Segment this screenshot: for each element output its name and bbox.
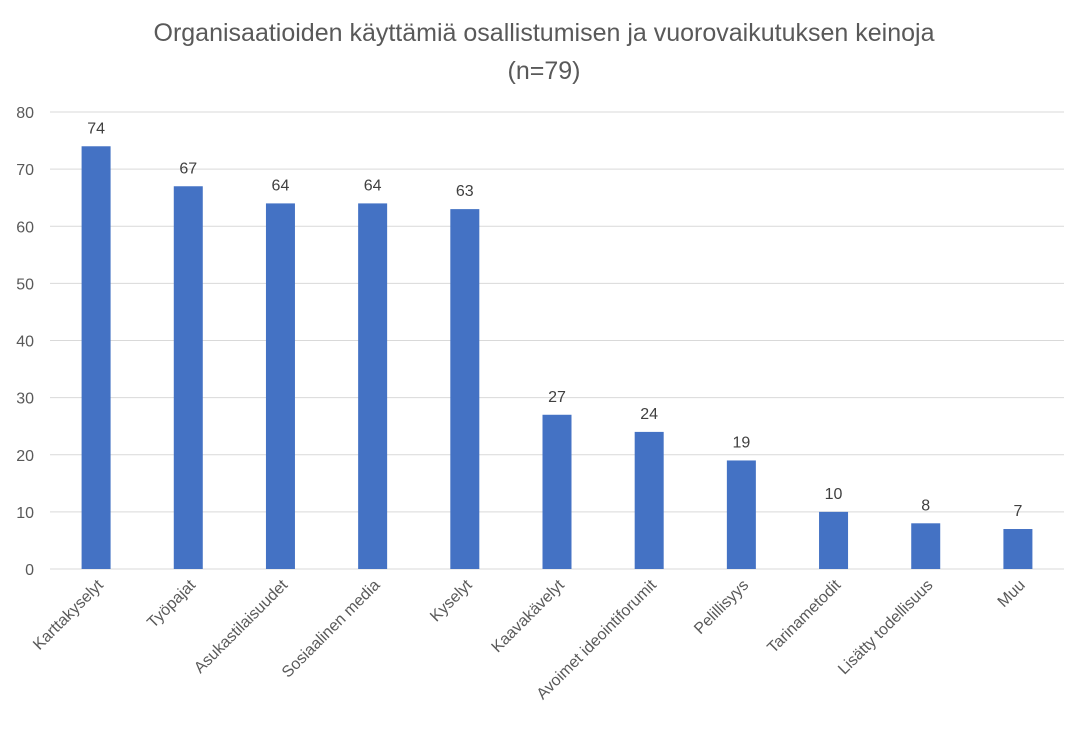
- bar: [819, 511, 849, 569]
- y-tick-label: 80: [16, 105, 34, 122]
- data-labels: 74 67 64 64 63 27 24 19 10 8 7: [87, 120, 1022, 520]
- y-tick-label: 70: [16, 162, 34, 179]
- y-tick-label: 0: [25, 562, 34, 579]
- bar: [173, 186, 203, 569]
- data-label: 24: [640, 406, 658, 423]
- data-label: 74: [87, 120, 105, 137]
- data-label: 10: [825, 486, 843, 503]
- bar: [1003, 529, 1033, 569]
- y-tick-label: 10: [16, 505, 34, 522]
- data-label: 63: [456, 183, 474, 200]
- bar: [81, 146, 111, 569]
- data-label: 64: [272, 177, 290, 194]
- x-tick-label: Tarinametodit: [764, 576, 844, 656]
- bar: [542, 414, 572, 569]
- x-tick-label: Työpajat: [144, 576, 199, 631]
- y-tick-label: 30: [16, 391, 34, 408]
- data-label: 27: [548, 389, 566, 406]
- x-tick-label: Karttakyselyt: [30, 576, 107, 653]
- y-tick-label: 20: [16, 448, 34, 465]
- bar: [450, 209, 480, 570]
- bars: [81, 146, 1033, 570]
- y-axis-tick-labels: 0 10 20 30 40 50 60 70 80: [16, 105, 34, 579]
- bar: [911, 523, 941, 569]
- x-tick-label: Kyselyt: [427, 576, 476, 625]
- y-tick-label: 50: [16, 276, 34, 293]
- chart-subtitle: (n=79): [507, 57, 581, 85]
- x-tick-label: Kaavakävelyt: [489, 576, 569, 656]
- data-label: 67: [179, 160, 197, 177]
- x-tick-label: Pelillisyys: [691, 577, 752, 638]
- data-label: 64: [364, 177, 382, 194]
- x-tick-label: Sosiaalinen media: [279, 577, 384, 682]
- data-label: 19: [732, 434, 750, 451]
- x-tick-label: Muu: [995, 577, 1029, 611]
- y-tick-label: 40: [16, 334, 34, 351]
- bar: [634, 431, 664, 569]
- chart-title: Organisaatioiden käyttämiä osallistumise…: [153, 19, 935, 47]
- bar: [265, 203, 295, 569]
- x-axis-tick-labels: Karttakyselyt TyöpajatAsukastilaisuudetSo…: [30, 576, 1029, 703]
- data-label: 8: [921, 497, 930, 514]
- bar: [726, 460, 756, 569]
- x-tick-label: Asukastilaisuudet: [191, 576, 291, 676]
- x-tick-label: Lisätty todellisuus: [835, 577, 936, 678]
- y-tick-label: 60: [16, 219, 34, 236]
- bar: [358, 203, 388, 569]
- data-label: 7: [1013, 503, 1022, 520]
